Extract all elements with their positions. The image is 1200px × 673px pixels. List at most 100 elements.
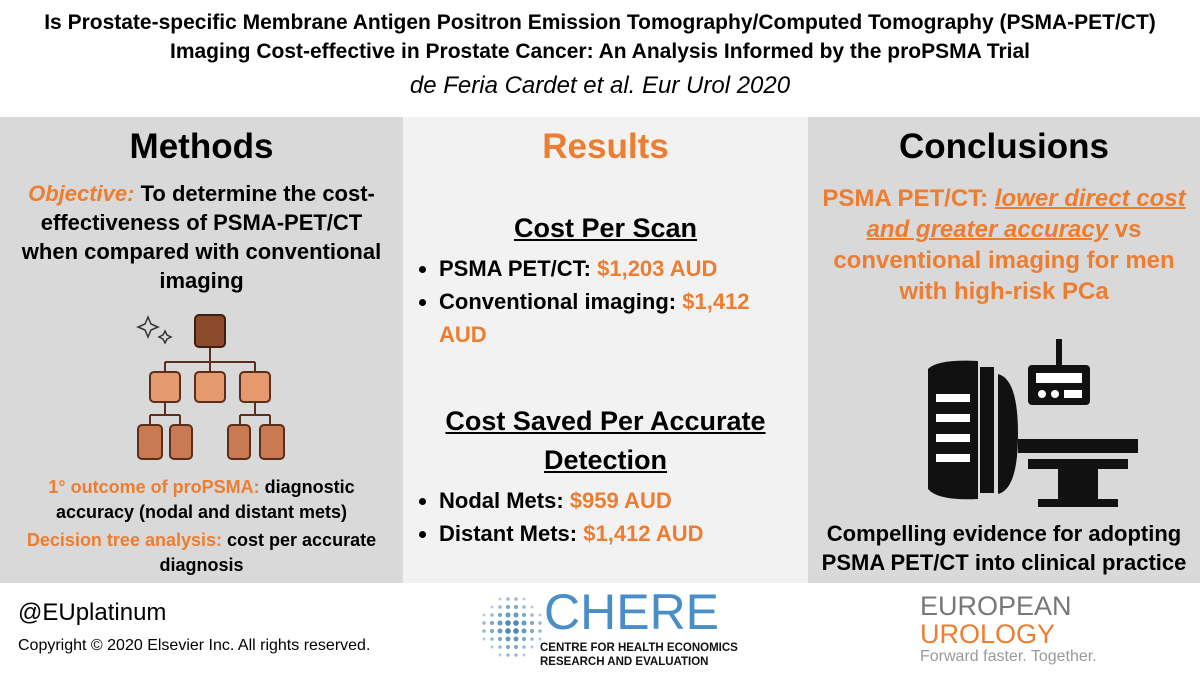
logo-dot bbox=[490, 645, 494, 649]
logo-dot bbox=[538, 629, 542, 633]
logo-dot bbox=[514, 653, 518, 657]
item-label: PSMA PET/CT: bbox=[439, 256, 591, 281]
logo-dot bbox=[482, 637, 486, 641]
logo-dot bbox=[529, 628, 535, 634]
chere-logo: CHERE CENTRE FOR HEALTH ECONOMICS RESEAR… bbox=[482, 585, 738, 668]
logo-dot bbox=[513, 636, 519, 642]
results-panel: Results Cost Per Scan PSMA PET/CT: $1,203… bbox=[403, 117, 808, 583]
logo-dot bbox=[498, 653, 502, 657]
logo-dot bbox=[498, 597, 502, 601]
logo-dot bbox=[530, 605, 534, 609]
logo-dot bbox=[498, 605, 502, 609]
conclusion-rest: vs conventional imaging for men with hig… bbox=[833, 216, 1175, 305]
logo-dot bbox=[497, 612, 503, 618]
analysis-text: cost per accurate diagnosis bbox=[159, 530, 377, 575]
logo-dot bbox=[506, 653, 510, 657]
bullet-item: Nodal Mets: $959 AUD bbox=[439, 484, 788, 517]
logo-dot bbox=[530, 645, 534, 649]
decision-tree-icon bbox=[136, 314, 285, 460]
copyright: Copyright © 2020 Elsevier Inc. All right… bbox=[18, 637, 371, 654]
logo-dot bbox=[506, 597, 510, 601]
logo-dot bbox=[521, 612, 527, 618]
results-section: Cost Per ScanPSMA PET/CT: $1,203 AUDConv… bbox=[403, 209, 808, 351]
bullet-item: PSMA PET/CT: $1,203 AUD bbox=[439, 252, 788, 285]
title: Is Prostate-specific Membrane Antigen Po… bbox=[44, 11, 1156, 63]
logo-dot bbox=[505, 604, 511, 610]
logo-dot bbox=[530, 637, 534, 641]
logo-dot bbox=[538, 613, 542, 617]
logo-dot bbox=[538, 637, 542, 641]
objective-label: Objective: bbox=[28, 181, 135, 206]
outcome-label: 1° outcome of proPSMA: bbox=[48, 477, 260, 497]
logo-dot bbox=[489, 620, 495, 626]
item-value: $1,203 AUD bbox=[597, 256, 718, 281]
logo-dot bbox=[497, 636, 503, 642]
analysis: Decision tree analysis: cost per accurat… bbox=[10, 528, 393, 578]
logo-dot bbox=[498, 645, 502, 649]
journal-tagline: Forward faster. Together. bbox=[920, 648, 1097, 665]
bullet-item: Distant Mets: $1,412 AUD bbox=[439, 517, 788, 550]
logo-dot bbox=[514, 597, 518, 601]
conclusions-panel: Conclusions PSMA PET/CT: lower direct co… bbox=[808, 117, 1200, 583]
section-title: Cost Per Scan bbox=[513, 213, 698, 243]
logo-dot bbox=[505, 628, 511, 634]
logo-dot bbox=[490, 637, 494, 641]
outcome: 1° outcome of proPSMA: diagnostic accura… bbox=[10, 475, 393, 525]
logo-dot bbox=[522, 605, 526, 609]
statement: Compelling evidence for adopting PSMA PE… bbox=[821, 521, 1187, 575]
objective: Objective: To determine the cost-effecti… bbox=[10, 179, 393, 295]
logo-dot bbox=[529, 620, 535, 626]
logo-dot bbox=[497, 620, 503, 626]
logo-dot bbox=[482, 629, 486, 633]
scanner-icon bbox=[928, 339, 1138, 507]
logo-dot bbox=[521, 620, 527, 626]
logo-dot bbox=[505, 644, 511, 650]
item-value: $1,412 AUD bbox=[439, 289, 750, 347]
chere-line2: RESEARCH AND EVALUATION bbox=[540, 656, 708, 668]
item-label: Conventional imaging: bbox=[439, 289, 677, 314]
logo-dot bbox=[505, 620, 511, 626]
logo-dot bbox=[505, 612, 511, 618]
heading: Conclusions bbox=[898, 127, 1110, 166]
journal-line1: EUROPEAN bbox=[920, 591, 1072, 621]
logo-dot bbox=[482, 613, 486, 617]
item-label: Nodal Mets: bbox=[439, 488, 564, 513]
logo-dot bbox=[522, 653, 526, 657]
logo-dot bbox=[497, 628, 503, 634]
logo-dot bbox=[522, 645, 526, 649]
logo-dot bbox=[513, 612, 519, 618]
methods-panel: Methods Objective: To determine the cost… bbox=[0, 117, 403, 583]
outcome-text: diagnostic accuracy (nodal and distant m… bbox=[55, 477, 355, 522]
citation: de Feria Cardet et al. Eur Urol 2020 bbox=[409, 72, 791, 99]
logo-dot bbox=[489, 628, 495, 634]
results-section: Cost Saved Per Accurate Detection Nodal M… bbox=[403, 402, 808, 550]
conclusion-emphasis: lower direct cost and greater accuracy bbox=[866, 185, 1186, 243]
logo-dot bbox=[505, 636, 511, 642]
bullet-item: Conventional imaging: $1,412 AUD bbox=[439, 285, 788, 351]
section-title: Cost Saved Per Accurate Detection bbox=[445, 406, 766, 475]
heading: Results bbox=[542, 127, 669, 166]
logo-dot bbox=[482, 621, 486, 625]
heading: Methods bbox=[129, 127, 274, 166]
logo-dot bbox=[490, 605, 494, 609]
conclusion: PSMA PET/CT: lower direct cost and great… bbox=[818, 183, 1190, 307]
bullet-list: Nodal Mets: $959 AUDDistant Mets: $1,412… bbox=[403, 484, 808, 550]
bullet-list: PSMA PET/CT: $1,203 AUDConventional imag… bbox=[403, 252, 808, 351]
item-value: $959 AUD bbox=[569, 488, 672, 513]
objective-text: To determine the cost-effectiveness of P… bbox=[21, 181, 382, 293]
analysis-label: Decision tree analysis: bbox=[26, 530, 222, 550]
logo-dot bbox=[490, 613, 494, 617]
item-label: Distant Mets: bbox=[439, 521, 578, 546]
logo-dot bbox=[521, 628, 527, 634]
chere-line1: CENTRE FOR HEALTH ECONOMICS bbox=[540, 642, 738, 654]
chere-name: CHERE bbox=[544, 585, 719, 640]
item-value: $1,412 AUD bbox=[583, 521, 704, 546]
logo-dot bbox=[513, 620, 519, 626]
logo-dot bbox=[522, 597, 526, 601]
logo-dot bbox=[538, 621, 542, 625]
logo-dot bbox=[513, 644, 519, 650]
handle: @EUplatinum bbox=[18, 599, 167, 626]
logo-dot bbox=[521, 636, 527, 642]
logo-dot bbox=[513, 628, 519, 634]
